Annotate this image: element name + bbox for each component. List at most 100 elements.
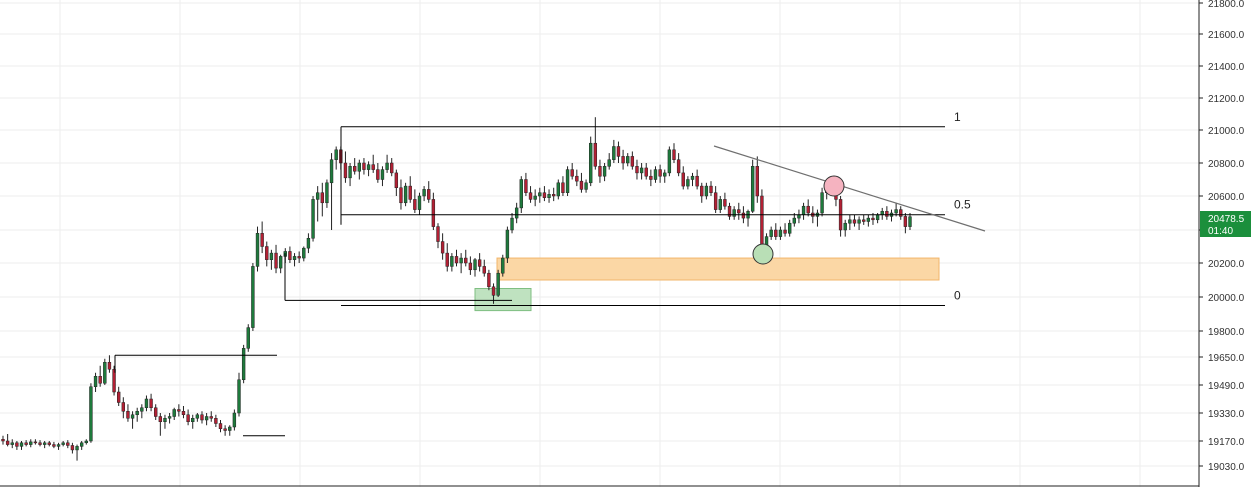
candle-body <box>454 256 459 264</box>
candle-body <box>431 199 436 227</box>
candle-body <box>343 162 348 179</box>
candle-body <box>593 142 598 167</box>
candle-body <box>616 146 621 157</box>
candle-body <box>727 205 732 217</box>
price-tick-label: 20000.0 <box>1208 293 1245 304</box>
candle-body <box>380 169 385 180</box>
candle-body <box>98 376 102 384</box>
candle-body <box>19 442 24 447</box>
candle-body <box>491 286 496 296</box>
candle-body <box>880 211 884 215</box>
candle-body <box>70 445 75 451</box>
candle-body <box>440 241 445 254</box>
candle-body <box>709 185 713 193</box>
candle-body <box>519 179 523 209</box>
candle-body <box>639 167 644 174</box>
candle-body <box>394 172 399 188</box>
candle-body <box>686 179 690 187</box>
price-tick-label: 21000.0 <box>1208 126 1245 137</box>
candle-body <box>468 262 473 271</box>
candle-body <box>464 257 468 264</box>
candle-body <box>376 169 380 180</box>
candles <box>1 117 912 461</box>
candle-body <box>214 418 218 424</box>
candle-body <box>75 446 79 451</box>
candle-body <box>29 441 33 445</box>
candle-body <box>38 442 42 445</box>
candle-body <box>177 409 181 412</box>
candle-body <box>223 428 227 431</box>
candle-body <box>547 194 551 198</box>
candle-body <box>723 199 727 207</box>
candle-body <box>126 411 130 419</box>
candle-body <box>47 442 51 445</box>
candle-body <box>274 252 278 269</box>
candle-body <box>237 379 241 414</box>
candle-body <box>653 169 658 180</box>
price-tick-label: 19330.0 <box>1208 409 1245 420</box>
candle-body <box>93 376 98 387</box>
candle-body <box>778 229 783 237</box>
price-tick-label: 20200.0 <box>1208 259 1245 270</box>
candle-body <box>167 416 172 419</box>
candle-body <box>658 169 662 177</box>
candle-body <box>366 164 371 170</box>
candle-body <box>103 362 107 384</box>
green-zone <box>474 288 532 312</box>
candle-body <box>228 426 232 431</box>
candle-body <box>477 259 482 267</box>
candle-body <box>186 414 190 422</box>
candle-body <box>265 246 269 260</box>
candle-body <box>718 199 722 210</box>
candle-body <box>792 217 796 224</box>
candle-body <box>487 272 491 288</box>
candle-body <box>255 233 260 267</box>
candle-body <box>357 162 362 172</box>
candle-body <box>1 439 5 442</box>
candle-body <box>121 402 126 412</box>
candle-body <box>885 211 889 217</box>
candle-body <box>663 172 667 177</box>
bar-countdown-label: 01:40 <box>1208 226 1233 237</box>
candle-body <box>579 180 584 190</box>
candle-body <box>755 166 759 197</box>
candle-body <box>903 216 908 227</box>
candle-body <box>209 416 213 419</box>
candle-body <box>875 214 880 221</box>
last-price-label: 20478.5 <box>1208 214 1245 225</box>
candle-body <box>241 348 246 381</box>
candle-body <box>871 217 875 221</box>
candle-body <box>783 229 787 234</box>
candle-body <box>399 187 403 204</box>
grid <box>0 0 1199 487</box>
candle-body <box>713 192 718 210</box>
candle-body <box>899 209 903 217</box>
candle-body <box>542 192 547 198</box>
candle-body <box>649 175 653 180</box>
candle-body <box>15 442 19 447</box>
candle-body <box>149 398 153 408</box>
candle-body <box>390 162 394 174</box>
candle-body <box>598 166 602 177</box>
candle-body <box>700 185 704 197</box>
candle-body <box>413 199 417 210</box>
candle-body <box>403 185 408 204</box>
candle-body <box>894 209 898 214</box>
candle-body <box>801 205 806 215</box>
candle-body <box>635 166 639 174</box>
candle-body <box>84 440 88 444</box>
candle-body <box>630 156 635 167</box>
candle-body <box>866 217 871 222</box>
candle-body <box>862 219 866 222</box>
candle-body <box>5 440 10 445</box>
candle-body <box>524 179 528 193</box>
candle-body <box>181 411 186 415</box>
candle-body <box>695 175 699 187</box>
candle-body <box>436 226 440 242</box>
candle-body <box>908 216 912 227</box>
candle-body <box>575 175 579 182</box>
candle-body <box>737 209 741 214</box>
